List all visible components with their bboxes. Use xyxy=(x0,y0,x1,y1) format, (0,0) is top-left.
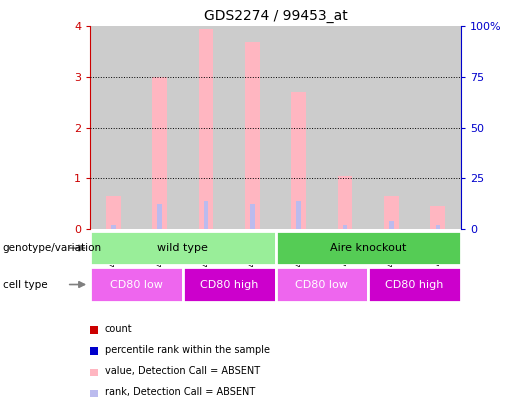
Bar xyxy=(276,231,461,265)
Bar xyxy=(297,201,301,229)
Bar xyxy=(204,201,208,229)
Bar xyxy=(158,203,162,229)
Bar xyxy=(90,267,183,302)
Bar xyxy=(152,77,167,229)
Text: CD80 high: CD80 high xyxy=(385,279,444,290)
Bar xyxy=(436,225,440,229)
Title: GDS2274 / 99453_at: GDS2274 / 99453_at xyxy=(203,9,348,23)
Bar xyxy=(199,29,213,229)
Text: CD80 low: CD80 low xyxy=(110,279,163,290)
Text: rank, Detection Call = ABSENT: rank, Detection Call = ABSENT xyxy=(105,388,255,397)
Text: value, Detection Call = ABSENT: value, Detection Call = ABSENT xyxy=(105,367,260,376)
Bar xyxy=(183,26,229,229)
Text: CD80 low: CD80 low xyxy=(296,279,348,290)
Bar xyxy=(90,26,136,229)
Bar xyxy=(276,267,368,302)
Text: Aire knockout: Aire knockout xyxy=(330,243,406,253)
Bar xyxy=(338,176,352,229)
Bar xyxy=(368,26,415,229)
Bar xyxy=(322,26,368,229)
Bar xyxy=(368,267,461,302)
Bar xyxy=(90,231,276,265)
Text: wild type: wild type xyxy=(158,243,208,253)
Text: count: count xyxy=(105,324,132,334)
Bar xyxy=(229,26,276,229)
Text: genotype/variation: genotype/variation xyxy=(3,243,101,253)
Bar xyxy=(183,267,276,302)
Bar xyxy=(276,26,322,229)
Bar xyxy=(389,221,393,229)
Bar xyxy=(431,206,445,229)
Text: cell type: cell type xyxy=(3,279,47,290)
Bar xyxy=(343,225,347,229)
Bar xyxy=(384,196,399,229)
Bar xyxy=(250,203,254,229)
Bar xyxy=(106,196,121,229)
Text: percentile rank within the sample: percentile rank within the sample xyxy=(105,345,270,355)
Bar xyxy=(245,42,260,229)
Bar xyxy=(111,225,115,229)
Bar xyxy=(291,92,306,229)
Text: CD80 high: CD80 high xyxy=(200,279,259,290)
Bar xyxy=(136,26,183,229)
Bar xyxy=(415,26,461,229)
